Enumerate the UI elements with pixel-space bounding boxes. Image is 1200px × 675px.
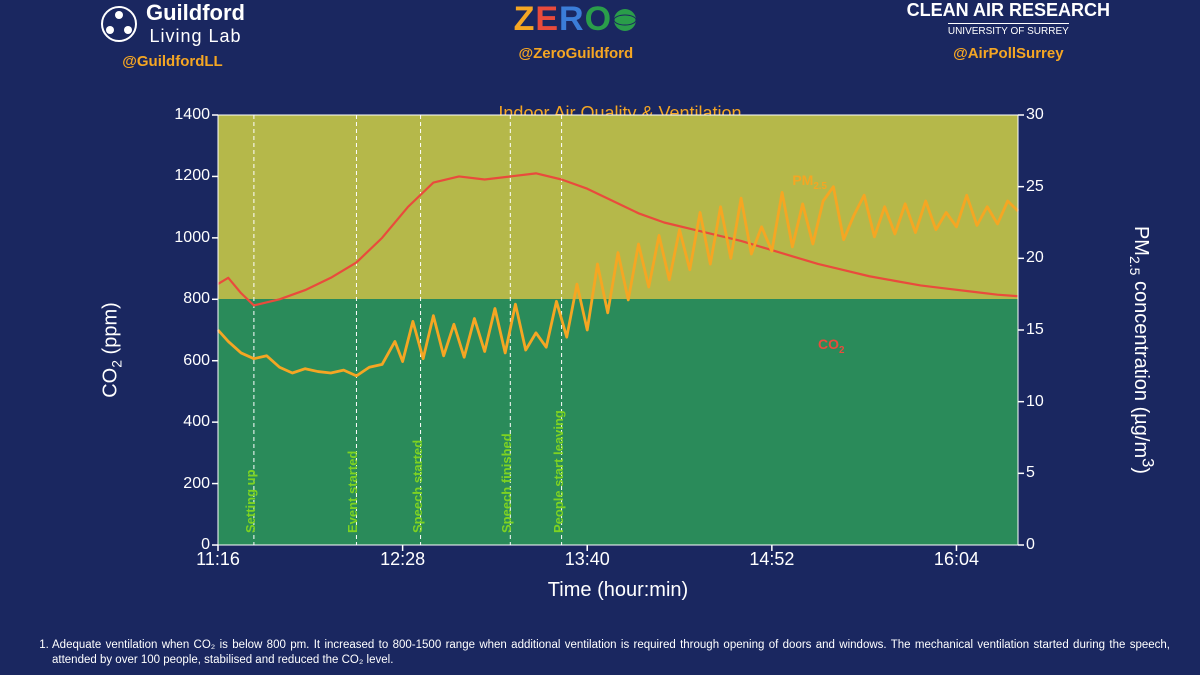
handle-zero: @ZeroGuildford: [514, 45, 638, 62]
zero-text: ZERO: [514, 0, 638, 39]
handle-gcare: @AirPollSurrey: [907, 45, 1110, 62]
y-axis-right: 051015202530: [1018, 115, 1100, 545]
chart-svg: [218, 115, 1018, 545]
logo-gcare: CLEAN AIR RESEARCH UNIVERSITY OF SURREY …: [907, 0, 1110, 62]
y-label-right: PM2.5 concentration (µg/m3): [1127, 226, 1158, 474]
logo-zero: ZERO @ZeroGuildford: [514, 0, 638, 62]
logo-line2: Living Lab: [146, 26, 245, 47]
handle-guildford: @GuildfordLL: [100, 53, 245, 70]
plot-area: Setting upEvent startedSpeech startedSpe…: [218, 115, 1018, 545]
y-axis-left: 0200400600800100012001400: [140, 115, 218, 545]
footnote-1: Adequate ventilation when CO₂ is below 8…: [52, 638, 1170, 669]
living-lab-icon: [100, 5, 138, 43]
globe-icon: [612, 7, 638, 33]
x-label: Time (hour:min): [548, 579, 688, 602]
footnotes: Adequate ventilation when CO₂ is below 8…: [30, 638, 1170, 669]
gcare-line2: UNIVERSITY OF SURREY: [948, 23, 1069, 37]
chart: Indoor Air Quality & Ventilation Zero Ca…: [140, 105, 1100, 595]
logo-guildford: Guildford Living Lab @GuildfordLL: [100, 0, 245, 70]
y-label-left: CO2 (ppm): [100, 302, 125, 398]
logo-line1: Guildford: [146, 0, 245, 26]
header: Guildford Living Lab @GuildfordLL ZERO @…: [0, 0, 1200, 75]
gcare-line1: CLEAN AIR RESEARCH: [907, 0, 1110, 21]
